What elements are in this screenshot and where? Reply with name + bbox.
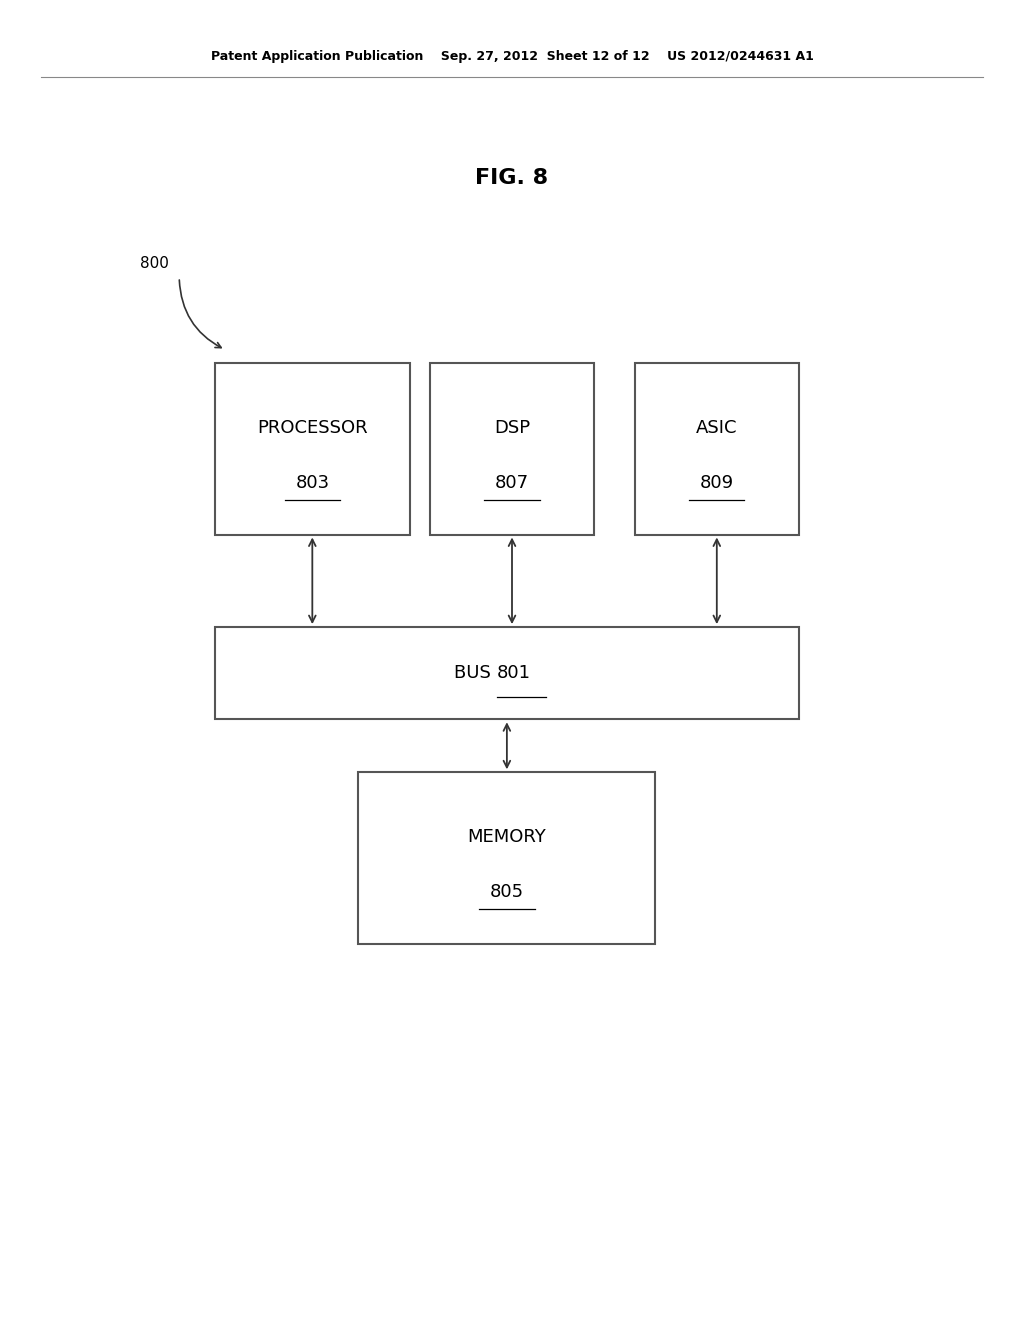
Text: FIG. 8: FIG. 8 (475, 168, 549, 189)
Bar (215, 363, 410, 535)
Text: ASIC: ASIC (696, 420, 737, 437)
Bar (635, 363, 799, 535)
Text: Patent Application Publication    Sep. 27, 2012  Sheet 12 of 12    US 2012/02446: Patent Application Publication Sep. 27, … (211, 50, 813, 63)
Bar (215, 627, 799, 719)
Text: 800: 800 (140, 256, 169, 272)
Bar (358, 772, 655, 944)
Text: BUS: BUS (454, 664, 497, 682)
Text: PROCESSOR: PROCESSOR (257, 420, 368, 437)
Text: 805: 805 (489, 883, 524, 902)
Text: 801: 801 (497, 664, 530, 682)
Bar (430, 363, 594, 535)
Text: DSP: DSP (494, 420, 530, 437)
Text: 809: 809 (699, 474, 734, 492)
Text: 803: 803 (295, 474, 330, 492)
Text: MEMORY: MEMORY (468, 829, 546, 846)
Text: 807: 807 (495, 474, 529, 492)
